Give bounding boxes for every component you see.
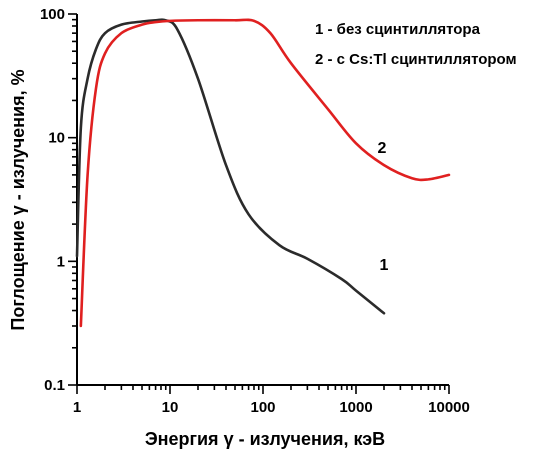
x-axis-title: Энергия γ - излучения, кэВ xyxy=(145,429,385,449)
legend-entry-2: 2 - с Cs:Tl сцинтиллятором xyxy=(315,51,517,68)
legend: 1 - без сцинтиллятора 2 - с Cs:Tl сцинти… xyxy=(315,21,517,68)
x-tick-label: 1 xyxy=(73,399,81,416)
x-tick-label: 1000 xyxy=(339,399,372,416)
y-tick-label: 100 xyxy=(40,6,65,23)
series-group xyxy=(75,18,451,328)
x-tick-label: 100 xyxy=(250,399,275,416)
series-line-2 xyxy=(79,18,451,328)
axes xyxy=(76,14,449,386)
y-axis-title: Поглощение γ - излучения, % xyxy=(8,69,28,330)
y-tick-label: 0.1 xyxy=(44,377,65,394)
annotations: 12 xyxy=(377,140,388,274)
ticks: 1 10 100 1000 10000 0.1 1 10 100 xyxy=(40,6,470,416)
legend-entry-1: 1 - без сцинтиллятора xyxy=(315,21,481,38)
x-tick-label: 10000 xyxy=(428,399,470,416)
curve-label-1: 1 xyxy=(380,257,389,274)
x-tick-label: 10 xyxy=(162,399,179,416)
y-tick-label: 10 xyxy=(48,130,65,147)
curve-label-2: 2 xyxy=(377,140,386,157)
y-tick-label: 1 xyxy=(57,253,65,270)
